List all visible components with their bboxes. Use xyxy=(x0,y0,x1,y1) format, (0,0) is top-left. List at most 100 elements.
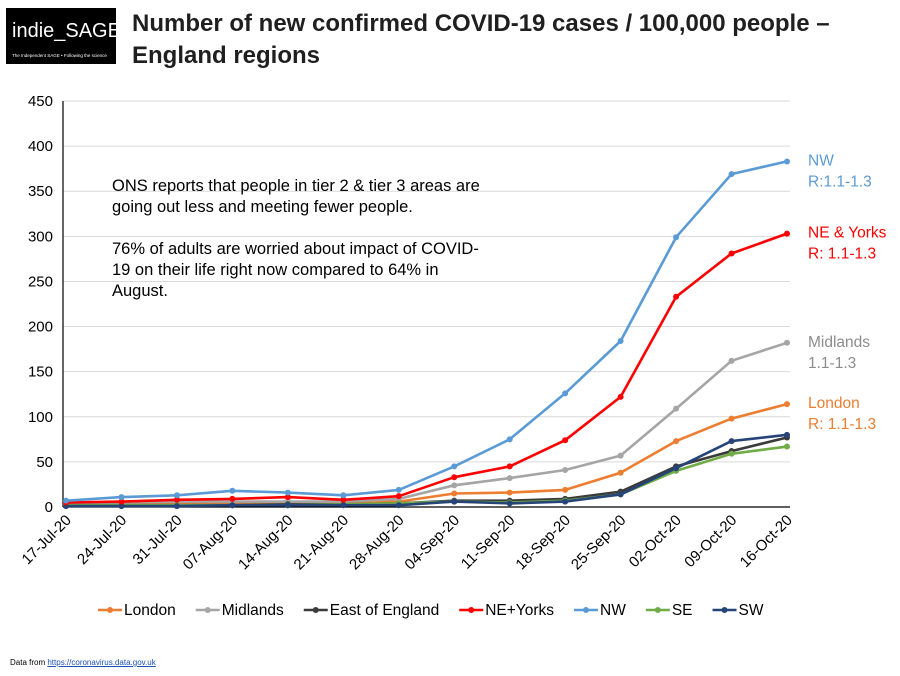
x-tick-label: 18-Sep-20 xyxy=(512,512,574,574)
legend-label-east-of-england: East of England xyxy=(330,602,439,619)
data-point-ne-yorks xyxy=(229,495,236,502)
data-point-ne-yorks xyxy=(784,230,790,237)
y-tick-label: 150 xyxy=(28,364,53,381)
source-link[interactable]: https://coronavirus.data.gov.uk xyxy=(47,658,156,667)
logo-text: indie_SAGE xyxy=(12,20,121,42)
data-point-sw xyxy=(229,502,236,509)
data-point-ne-yorks xyxy=(562,437,569,444)
y-tick-label: 400 xyxy=(28,138,53,155)
data-point-se xyxy=(784,443,790,450)
indie-sage-logo: indie_SAGE The Independent SAGE • Follow… xyxy=(6,8,121,64)
x-tick-label: 11-Sep-20 xyxy=(458,512,519,573)
x-tick-label: 31-Jul-20 xyxy=(130,512,186,568)
data-point-london xyxy=(451,490,458,497)
data-point-ne-yorks xyxy=(118,498,125,505)
data-point-nw xyxy=(284,489,291,496)
annotation-line-1: ONS reports that people in tier 2 & tier… xyxy=(112,177,480,216)
data-point-sw xyxy=(728,438,735,445)
data-point-london xyxy=(784,401,790,408)
end-label-ne-yorks: R: 1.1-1.3 xyxy=(808,246,876,263)
legend-marker-midlands xyxy=(204,607,211,613)
y-tick-label: 0 xyxy=(45,499,53,516)
y-tick-label: 200 xyxy=(28,319,53,336)
data-point-london xyxy=(562,486,569,493)
data-point-nw xyxy=(395,486,402,493)
series-line-midlands xyxy=(65,341,788,505)
legend-label-se: SE xyxy=(672,602,693,619)
data-point-midlands xyxy=(451,482,458,489)
series-line-ne-yorks xyxy=(65,232,788,504)
y-tick-label: 250 xyxy=(28,273,53,290)
data-point-ne-yorks xyxy=(395,493,402,500)
data-point-midlands xyxy=(784,339,790,346)
legend-label-nw: NW xyxy=(600,602,626,619)
data-point-nw xyxy=(617,337,624,344)
data-point-nw xyxy=(229,487,236,494)
data-point-sw xyxy=(506,500,513,507)
annotation-line-2: 76% of adults are worried about impact o… xyxy=(112,240,479,300)
data-source: Data from https://coronavirus.data.gov.u… xyxy=(10,658,156,667)
data-point-nw xyxy=(118,494,125,501)
data-point-ne-yorks xyxy=(506,463,513,470)
data-point-sw xyxy=(395,502,402,509)
end-label-nw: R:1.1-1.3 xyxy=(808,173,872,190)
chart-title: Number of new confirmed COVID-19 cases /… xyxy=(132,10,830,69)
legend-label-sw: SW xyxy=(739,602,764,619)
data-point-nw xyxy=(451,463,458,470)
data-point-ne-yorks xyxy=(284,494,291,501)
data-point-sw xyxy=(173,503,180,510)
legend-label-london: London xyxy=(124,602,176,619)
x-tick-label: 09-Oct-20 xyxy=(681,512,740,571)
data-point-london xyxy=(728,415,735,422)
data-point-ne-yorks xyxy=(340,496,347,503)
series-line-nw xyxy=(65,160,788,502)
data-point-midlands xyxy=(617,452,624,459)
end-label-nw: NW xyxy=(808,152,834,169)
logo-tagline: The Independent SAGE • Following the sci… xyxy=(12,53,107,58)
data-point-ne-yorks xyxy=(617,393,624,400)
data-point-midlands xyxy=(506,475,513,482)
data-point-sw xyxy=(617,491,624,498)
data-point-ne-yorks xyxy=(173,496,180,503)
data-point-london xyxy=(506,489,513,496)
legend-label-midlands: Midlands xyxy=(222,602,284,619)
data-point-nw xyxy=(728,171,735,178)
x-tick-label: 07-Aug-20 xyxy=(180,512,242,574)
data-point-nw xyxy=(173,492,180,499)
data-point-sw xyxy=(562,498,569,505)
data-point-midlands xyxy=(728,357,735,364)
legend-marker-east-of-england xyxy=(312,607,319,613)
data-point-midlands xyxy=(673,405,680,412)
x-tick-label: 17-Jul-20 xyxy=(19,512,75,568)
data-point-sw xyxy=(673,465,680,472)
y-tick-label: 100 xyxy=(28,409,53,426)
data-point-sw xyxy=(784,431,790,438)
data-point-ne-yorks xyxy=(728,250,735,257)
series-line-sw xyxy=(66,433,788,508)
x-tick-label: 04-Sep-20 xyxy=(401,512,463,574)
legend-marker-ne-yorks xyxy=(468,607,475,613)
data-point-nw xyxy=(63,497,69,504)
x-tick-label: 28-Aug-20 xyxy=(346,512,408,574)
legend-marker-sw xyxy=(721,607,728,613)
y-tick-label: 350 xyxy=(28,183,53,200)
data-point-nw xyxy=(506,436,513,443)
annotation-box: ONS reports that people in tier 2 & tier… xyxy=(112,176,492,323)
data-point-nw xyxy=(340,492,347,499)
end-label-london: R: 1.1-1.3 xyxy=(808,416,876,433)
source-prefix: Data from xyxy=(10,658,46,667)
y-tick-label: 450 xyxy=(28,93,53,110)
series-line-london xyxy=(66,402,788,506)
data-point-midlands xyxy=(562,467,569,474)
y-tick-label: 300 xyxy=(28,228,53,245)
data-point-london xyxy=(617,469,624,476)
data-point-nw xyxy=(784,158,790,165)
x-tick-label: 16-Oct-20 xyxy=(737,512,796,571)
data-point-sw xyxy=(118,503,125,510)
x-tick-label: 02-Oct-20 xyxy=(626,512,685,571)
end-label-london: London xyxy=(808,395,860,412)
data-point-sw xyxy=(340,502,347,509)
x-tick-label: 14-Aug-20 xyxy=(235,512,297,574)
legend-marker-nw xyxy=(583,607,589,613)
